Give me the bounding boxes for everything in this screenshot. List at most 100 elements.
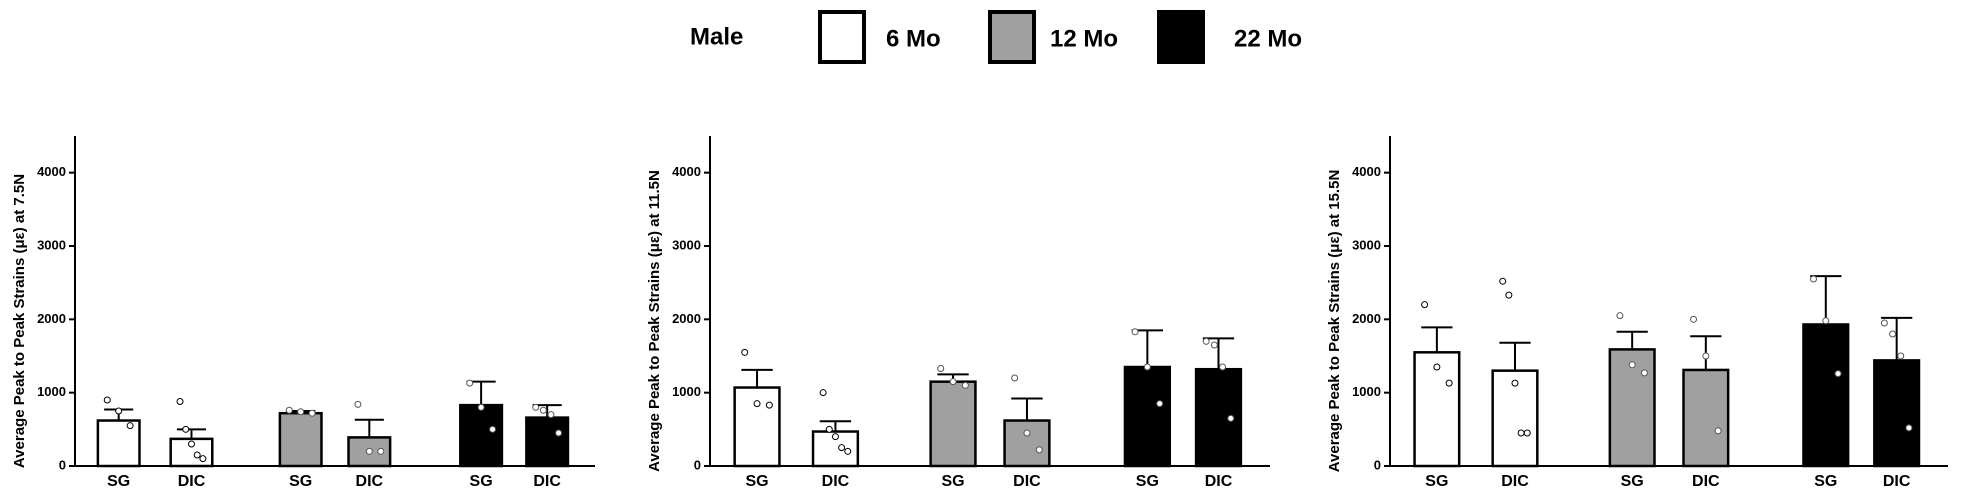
legend-title: Male bbox=[690, 23, 743, 50]
data-point bbox=[297, 408, 305, 416]
data-point bbox=[961, 381, 969, 389]
data-point bbox=[1905, 424, 1913, 432]
data-point bbox=[115, 407, 123, 415]
data-point bbox=[176, 397, 184, 405]
y-tick-label: 0 bbox=[694, 457, 701, 472]
data-point bbox=[819, 389, 827, 397]
data-point bbox=[187, 440, 195, 448]
data-point bbox=[199, 455, 207, 463]
data-point bbox=[1616, 312, 1624, 320]
data-point bbox=[1131, 328, 1139, 336]
data-point bbox=[838, 444, 846, 452]
data-point bbox=[1421, 301, 1429, 309]
y-tick-label: 1000 bbox=[37, 384, 66, 399]
x-tick-label: SG bbox=[107, 473, 130, 490]
legend-label: 22 Mo bbox=[1234, 25, 1302, 52]
data-point bbox=[1690, 315, 1698, 323]
legend-swatch bbox=[1157, 10, 1205, 64]
data-point bbox=[1227, 414, 1235, 422]
legend-label: 12 Mo bbox=[1050, 25, 1118, 52]
data-point bbox=[377, 447, 385, 455]
y-axis-label: Average Peak to Peak Strains (με) at 15.… bbox=[1326, 170, 1343, 473]
data-point bbox=[308, 409, 316, 417]
data-point bbox=[741, 348, 749, 356]
x-tick-label: DIC bbox=[1692, 473, 1720, 490]
y-tick-label: 4000 bbox=[1352, 164, 1381, 179]
y-tick-label: 1000 bbox=[672, 384, 701, 399]
x-tick-label: DIC bbox=[1501, 473, 1529, 490]
data-point bbox=[1628, 361, 1636, 369]
legend-label: 6 Mo bbox=[886, 25, 941, 52]
data-point bbox=[532, 403, 540, 411]
x-tick-label: DIC bbox=[356, 473, 384, 490]
data-point bbox=[489, 425, 497, 433]
data-point bbox=[1445, 379, 1453, 387]
data-point bbox=[1433, 363, 1441, 371]
data-point bbox=[1210, 341, 1218, 349]
data-point bbox=[1834, 370, 1842, 378]
data-point bbox=[1499, 277, 1507, 285]
bar bbox=[278, 411, 323, 468]
y-tick-label: 3000 bbox=[37, 237, 66, 252]
data-point bbox=[844, 447, 852, 455]
data-point bbox=[937, 364, 945, 372]
x-tick-label: SG bbox=[1136, 473, 1159, 490]
bar bbox=[1003, 419, 1051, 468]
y-tick-label: 2000 bbox=[672, 311, 701, 326]
x-tick-label: DIC bbox=[1013, 473, 1041, 490]
bar bbox=[1682, 368, 1730, 468]
y-tick-label: 4000 bbox=[672, 164, 701, 179]
bar bbox=[1413, 351, 1461, 468]
y-axis-label: Average Peak to Peak Strains (με) at 11.… bbox=[646, 170, 663, 472]
y-tick-label: 0 bbox=[1374, 457, 1381, 472]
y-tick-label: 3000 bbox=[1352, 237, 1381, 252]
data-point bbox=[1202, 337, 1210, 345]
data-point bbox=[547, 411, 555, 419]
y-axis-label: Average Peak to Peak Strains (με) at 7.5… bbox=[11, 174, 28, 468]
data-point bbox=[555, 429, 563, 437]
data-point bbox=[753, 400, 761, 408]
data-point bbox=[1702, 352, 1710, 360]
data-point bbox=[1156, 400, 1164, 408]
x-tick-label: SG bbox=[289, 473, 312, 490]
y-tick-label: 4000 bbox=[37, 164, 66, 179]
x-tick-label: DIC bbox=[533, 473, 561, 490]
x-tick-label: SG bbox=[1425, 473, 1448, 490]
bar bbox=[525, 416, 570, 468]
data-point bbox=[831, 433, 839, 441]
data-point bbox=[466, 379, 474, 387]
data-point bbox=[1143, 363, 1151, 371]
x-tick-label: SG bbox=[941, 473, 964, 490]
data-point bbox=[1035, 446, 1043, 454]
bar bbox=[1608, 348, 1656, 468]
data-point bbox=[1505, 291, 1513, 299]
data-point bbox=[1517, 429, 1525, 437]
y-tick-label: 2000 bbox=[1352, 311, 1381, 326]
data-point bbox=[1880, 319, 1888, 327]
data-point bbox=[539, 406, 547, 414]
x-tick-label: DIC bbox=[1205, 473, 1233, 490]
data-point bbox=[354, 400, 362, 408]
data-point bbox=[193, 451, 201, 459]
bar bbox=[929, 380, 977, 468]
data-point bbox=[949, 378, 957, 386]
data-point bbox=[1011, 374, 1019, 382]
data-point bbox=[1810, 275, 1818, 283]
data-point bbox=[1714, 427, 1722, 435]
x-tick-label: SG bbox=[1621, 473, 1644, 490]
x-tick-label: DIC bbox=[1883, 473, 1911, 490]
data-point bbox=[126, 422, 134, 430]
y-tick-label: 2000 bbox=[37, 311, 66, 326]
data-point bbox=[1822, 317, 1830, 325]
x-tick-label: SG bbox=[470, 473, 493, 490]
bar bbox=[96, 419, 141, 468]
y-tick-label: 0 bbox=[59, 457, 66, 472]
data-point bbox=[1219, 363, 1227, 371]
data-point bbox=[477, 403, 485, 411]
bar bbox=[459, 403, 504, 468]
legend-swatch bbox=[818, 10, 866, 64]
legend-swatch bbox=[988, 10, 1036, 64]
data-point bbox=[1511, 379, 1519, 387]
bar bbox=[733, 386, 781, 468]
